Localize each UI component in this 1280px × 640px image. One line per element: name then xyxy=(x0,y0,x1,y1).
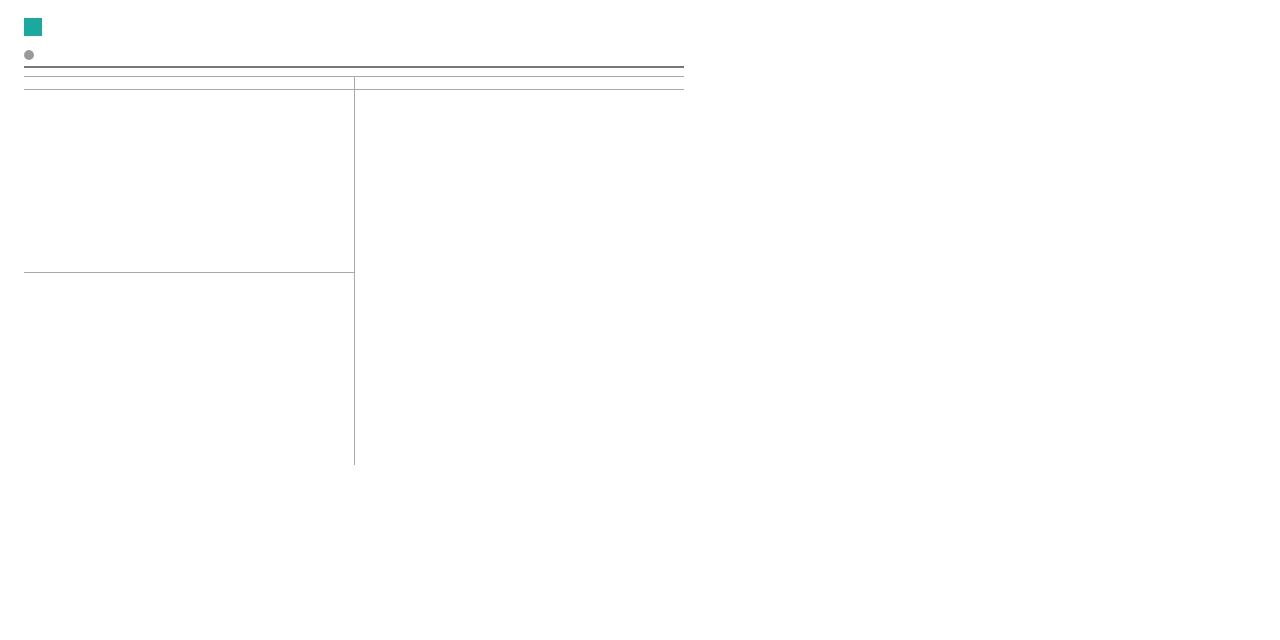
title-marker-icon xyxy=(24,18,42,36)
col-three-phase xyxy=(355,77,685,89)
bullet-icon xyxy=(24,50,34,60)
single-phase-ccw xyxy=(24,273,355,465)
table-header xyxy=(24,68,684,76)
three-phase-cw xyxy=(355,90,685,273)
connection-table xyxy=(24,66,684,465)
sp-cw-diagram xyxy=(34,104,314,264)
tp-cw-diagram xyxy=(365,104,655,244)
single-phase-cw xyxy=(24,90,355,273)
empty-cell xyxy=(355,273,685,465)
sp-ccw-diagram xyxy=(34,287,314,457)
col-single-phase xyxy=(24,77,355,89)
